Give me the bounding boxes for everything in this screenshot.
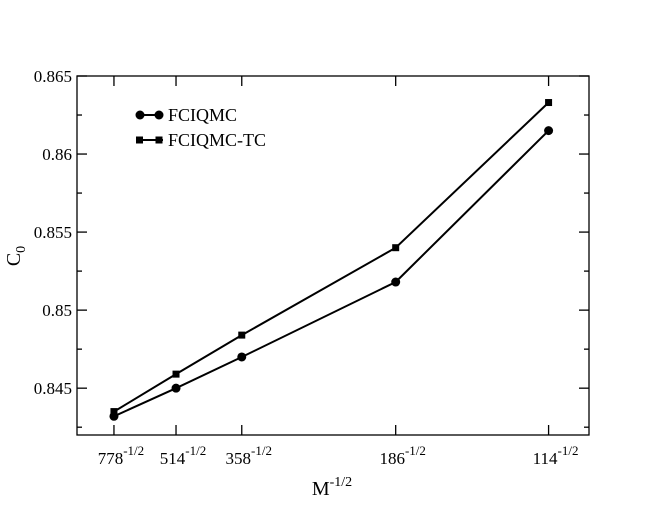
plot-frame (76, 75, 590, 436)
data-point-fciqmc-tc (545, 99, 553, 107)
x-tick-base: 114 (533, 449, 558, 468)
data-point-fciqmc-tc (110, 408, 118, 416)
x-tick-label: 778-1/2 (98, 443, 144, 468)
y-axis-label: C0 (3, 246, 29, 266)
data-point-fciqmc-tc (392, 244, 400, 252)
data-point-fciqmc-tc (172, 370, 180, 378)
y-tick-label: 0.855 (34, 223, 72, 242)
data-point-fciqmc (237, 352, 247, 362)
x-tick-exp: -1/2 (558, 443, 579, 458)
legend-label-fciqmc: FCIQMC (168, 105, 237, 125)
y-tick-label: 0.85 (42, 301, 72, 320)
data-point-fciqmc (544, 126, 554, 136)
x-tick-exp: -1/2 (185, 443, 206, 458)
x-tick-base: 514 (160, 449, 186, 468)
data-point-fciqmc (171, 383, 181, 393)
x-tick-label: 358-1/2 (226, 443, 272, 468)
legend-marker-fciqmc (135, 110, 145, 120)
y-tick-label: 0.865 (34, 67, 72, 86)
legend: FCIQMC FCIQMC-TC (135, 105, 266, 150)
x-tick-exp: -1/2 (123, 443, 144, 458)
series-layer (109, 99, 554, 421)
legend-marker-fciqmc-tc (136, 136, 143, 144)
x-axis-label: M-1/2 (312, 475, 352, 500)
x-tick-label: 514-1/2 (160, 443, 206, 468)
x-tick-base: 186 (379, 449, 405, 468)
x-tick-exp: -1/2 (251, 443, 272, 458)
data-point-fciqmc-tc (238, 331, 246, 339)
x-tick-label: 186-1/2 (379, 443, 425, 468)
x-tick-base: 778 (98, 449, 124, 468)
legend-marker-fciqmc-tc (155, 136, 163, 144)
y-tick-label: 0.845 (34, 379, 72, 398)
x-tick-base: 358 (226, 449, 252, 468)
legend-label-fciqmc-tc: FCIQMC-TC (168, 130, 266, 150)
data-point-fciqmc (391, 277, 401, 287)
y-tick-label: 0.86 (42, 145, 72, 164)
legend-marker-fciqmc (154, 110, 164, 120)
x-tick-label: 114-1/2 (533, 443, 579, 468)
x-tick-exp: -1/2 (405, 443, 426, 458)
